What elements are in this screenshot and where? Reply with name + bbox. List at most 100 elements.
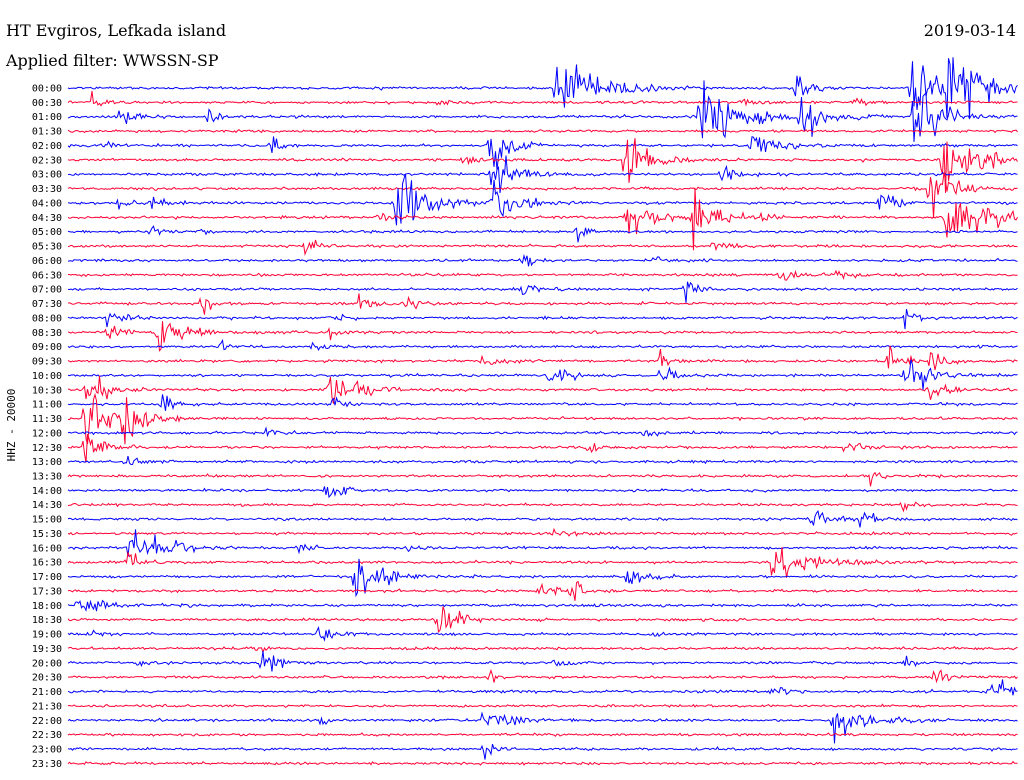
row-time-label: 06:00: [32, 256, 62, 267]
trace-line: [67, 57, 1018, 119]
row-time-label: 10:30: [32, 385, 62, 396]
row-time-label: 23:00: [32, 745, 62, 756]
row-time-label: 16:30: [32, 558, 62, 569]
filter-subtitle: Applied filter: WWSSN-SP: [5, 51, 219, 70]
trace-line: [67, 558, 1018, 598]
row-time-label: 04:30: [32, 213, 62, 224]
trace-line: [67, 580, 1018, 601]
row-time-label: 09:30: [32, 357, 62, 368]
trace-line: [67, 547, 1018, 578]
row-time-label: 16:00: [32, 543, 62, 554]
record-date: 2019-03-14: [924, 21, 1016, 40]
trace-line: [67, 455, 1018, 466]
row-time-label: 12:00: [32, 428, 62, 439]
row-time-label: 19:30: [32, 644, 62, 655]
trace-line: [67, 321, 1018, 352]
trace-line: [67, 172, 1018, 219]
row-time-label: 00:30: [32, 98, 62, 109]
row-time-label: 14:30: [32, 500, 62, 511]
row-time-label: 11:00: [32, 400, 62, 411]
trace-line: [67, 173, 1018, 226]
trace-line: [67, 650, 1018, 672]
trace-line: [67, 679, 1018, 696]
trace-line: [67, 80, 1018, 142]
row-time-label: 11:30: [32, 414, 62, 425]
row-time-label: 15:00: [32, 515, 62, 526]
row-time-label: 10:00: [32, 371, 62, 382]
trace-line: [67, 187, 1018, 251]
trace-line: [67, 743, 1018, 760]
row-time-label: 06:30: [32, 270, 62, 281]
trace-rows: 00:00 00:30 01:00 01:30 02:00 02:30 03:00 03:30…: [32, 57, 1018, 770]
trace-line: [67, 645, 1018, 654]
trace-line: [67, 394, 1018, 411]
row-time-label: 17:00: [32, 572, 62, 583]
row-time-label: 22:00: [32, 716, 62, 727]
trace-line: [67, 471, 1018, 487]
y-axis-label: HHZ - 20000: [5, 389, 18, 462]
row-time-label: 04:00: [32, 199, 62, 210]
trace-line: [67, 338, 1018, 352]
trace-line: [67, 392, 1018, 445]
row-time-label: 21:00: [32, 687, 62, 698]
row-time-label: 03:00: [32, 170, 62, 181]
trace-line: [67, 239, 1018, 256]
trace-line: [67, 703, 1018, 708]
row-time-label: 07:30: [32, 299, 62, 310]
trace-line: [67, 529, 1018, 557]
row-time-label: 07:00: [32, 285, 62, 296]
trace-line: [67, 253, 1018, 267]
trace-line: [67, 711, 1018, 744]
trace-line: [67, 91, 1018, 107]
trace-line: [67, 509, 1018, 528]
row-time-label: 22:30: [32, 730, 62, 741]
trace-line: [67, 599, 1018, 612]
row-time-label: 13:30: [32, 472, 62, 483]
row-time-label: 02:00: [32, 141, 62, 152]
row-time-label: 21:30: [32, 701, 62, 712]
trace-line: [67, 308, 1018, 330]
row-time-label: 03:30: [32, 184, 62, 195]
row-time-label: 08:00: [32, 313, 62, 324]
station-title: HT Evgiros, Lefkada island: [6, 21, 226, 40]
row-time-label: 20:30: [32, 673, 62, 684]
trace-line: [67, 426, 1018, 438]
row-time-label: 05:00: [32, 227, 62, 238]
row-time-label: 13:00: [32, 457, 62, 468]
trace-line: [67, 626, 1018, 642]
trace-line: [67, 155, 1018, 194]
row-time-label: 17:30: [32, 587, 62, 598]
trace-line: [67, 293, 1018, 315]
trace-line: [67, 138, 1018, 193]
row-time-label: 14:00: [32, 486, 62, 497]
trace-line: [68, 269, 1018, 281]
row-time-label: 01:00: [32, 112, 62, 123]
row-time-label: 02:30: [32, 155, 62, 166]
row-time-label: 20:00: [32, 658, 62, 669]
trace-line: [67, 281, 1018, 303]
row-time-label: 23:30: [32, 759, 62, 770]
trace-line: [68, 433, 1018, 463]
trace-line: [67, 136, 1018, 170]
trace-line: [68, 669, 1018, 684]
trace-line: [67, 128, 1018, 134]
trace-line: [67, 606, 1018, 634]
trace-line: [67, 732, 1018, 737]
row-time-label: 15:30: [32, 529, 62, 540]
trace-line: [67, 225, 1018, 243]
row-time-label: 09:00: [32, 342, 62, 353]
row-time-label: 00:00: [32, 84, 62, 95]
row-time-label: 18:30: [32, 615, 62, 626]
row-time-label: 19:00: [32, 630, 62, 641]
trace-line: [67, 760, 1018, 766]
row-time-label: 18:00: [32, 601, 62, 612]
trace-line: [67, 345, 1018, 371]
row-time-label: 12:30: [32, 443, 62, 454]
trace-line: [67, 501, 1018, 513]
row-time-label: 08:30: [32, 328, 62, 339]
trace-line: [67, 527, 1018, 537]
row-time-label: 01:30: [32, 127, 62, 138]
trace-line: [67, 359, 1018, 390]
row-time-label: 05:30: [32, 242, 62, 253]
